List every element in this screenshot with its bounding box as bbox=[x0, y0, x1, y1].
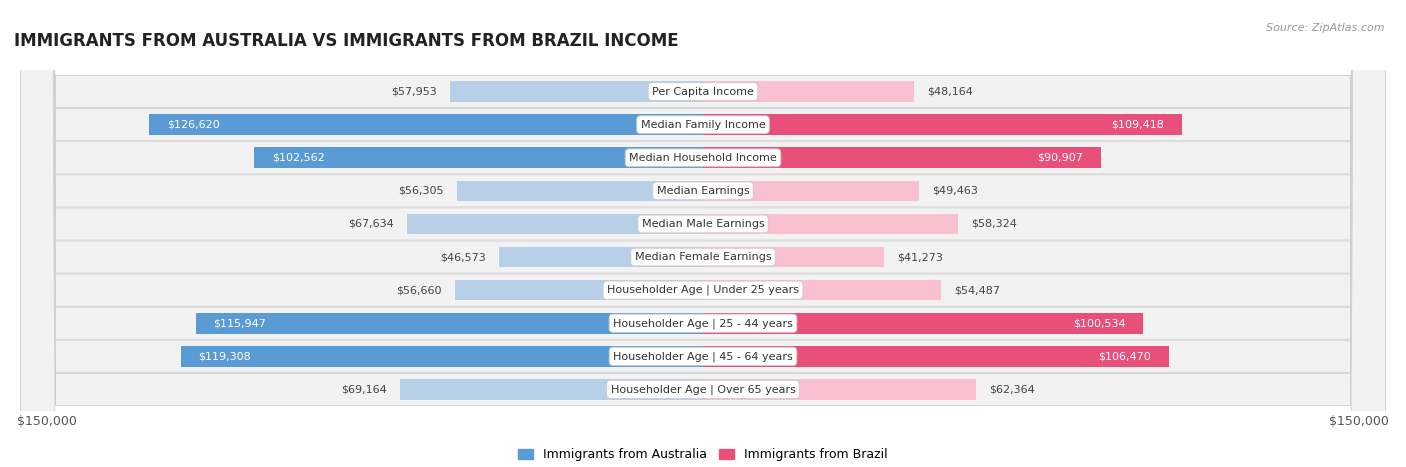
Bar bbox=[703, 313, 1143, 333]
Text: Per Capita Income: Per Capita Income bbox=[652, 86, 754, 97]
Text: Householder Age | 45 - 64 years: Householder Age | 45 - 64 years bbox=[613, 351, 793, 361]
Text: $56,660: $56,660 bbox=[396, 285, 441, 295]
Bar bbox=[408, 214, 703, 234]
Text: $54,487: $54,487 bbox=[955, 285, 1001, 295]
Bar bbox=[149, 114, 703, 135]
Text: Median Earnings: Median Earnings bbox=[657, 186, 749, 196]
Bar bbox=[703, 346, 1168, 367]
FancyBboxPatch shape bbox=[21, 0, 1385, 467]
FancyBboxPatch shape bbox=[21, 0, 1385, 467]
Text: $90,907: $90,907 bbox=[1038, 153, 1083, 163]
Text: $67,634: $67,634 bbox=[349, 219, 394, 229]
Text: Source: ZipAtlas.com: Source: ZipAtlas.com bbox=[1267, 23, 1385, 33]
Text: $62,364: $62,364 bbox=[988, 384, 1035, 395]
Text: $109,418: $109,418 bbox=[1111, 120, 1164, 130]
Bar bbox=[703, 148, 1101, 168]
Bar bbox=[254, 148, 703, 168]
Bar bbox=[456, 280, 703, 300]
Bar bbox=[703, 280, 942, 300]
Text: Householder Age | 25 - 44 years: Householder Age | 25 - 44 years bbox=[613, 318, 793, 328]
FancyBboxPatch shape bbox=[21, 0, 1385, 467]
FancyBboxPatch shape bbox=[21, 0, 1385, 467]
FancyBboxPatch shape bbox=[21, 0, 1385, 467]
Bar bbox=[703, 81, 914, 102]
Bar bbox=[181, 346, 703, 367]
Bar bbox=[499, 247, 703, 267]
Bar bbox=[703, 247, 883, 267]
Text: $41,273: $41,273 bbox=[897, 252, 942, 262]
FancyBboxPatch shape bbox=[21, 0, 1385, 467]
Bar bbox=[401, 379, 703, 400]
FancyBboxPatch shape bbox=[21, 0, 1385, 467]
Bar bbox=[703, 181, 920, 201]
Text: Median Family Income: Median Family Income bbox=[641, 120, 765, 130]
Text: Householder Age | Under 25 years: Householder Age | Under 25 years bbox=[607, 285, 799, 296]
Text: $119,308: $119,308 bbox=[198, 351, 252, 361]
Text: $48,164: $48,164 bbox=[927, 86, 973, 97]
Text: Householder Age | Over 65 years: Householder Age | Over 65 years bbox=[610, 384, 796, 395]
Text: Median Male Earnings: Median Male Earnings bbox=[641, 219, 765, 229]
FancyBboxPatch shape bbox=[21, 0, 1385, 467]
Bar bbox=[703, 379, 976, 400]
Bar bbox=[703, 214, 957, 234]
Bar bbox=[195, 313, 703, 333]
Text: $69,164: $69,164 bbox=[342, 384, 387, 395]
Bar bbox=[450, 81, 703, 102]
Text: $58,324: $58,324 bbox=[972, 219, 1017, 229]
Text: $115,947: $115,947 bbox=[214, 318, 266, 328]
Text: Median Female Earnings: Median Female Earnings bbox=[634, 252, 772, 262]
Text: IMMIGRANTS FROM AUSTRALIA VS IMMIGRANTS FROM BRAZIL INCOME: IMMIGRANTS FROM AUSTRALIA VS IMMIGRANTS … bbox=[14, 32, 679, 50]
FancyBboxPatch shape bbox=[21, 0, 1385, 467]
Bar bbox=[457, 181, 703, 201]
Text: $126,620: $126,620 bbox=[167, 120, 219, 130]
Text: $106,470: $106,470 bbox=[1098, 351, 1152, 361]
Text: $100,534: $100,534 bbox=[1073, 318, 1125, 328]
Legend: Immigrants from Australia, Immigrants from Brazil: Immigrants from Australia, Immigrants fr… bbox=[513, 443, 893, 466]
Bar bbox=[703, 114, 1181, 135]
Text: $46,573: $46,573 bbox=[440, 252, 486, 262]
Text: $49,463: $49,463 bbox=[932, 186, 979, 196]
Text: $102,562: $102,562 bbox=[271, 153, 325, 163]
Text: $56,305: $56,305 bbox=[398, 186, 443, 196]
Text: $57,953: $57,953 bbox=[391, 86, 436, 97]
FancyBboxPatch shape bbox=[21, 0, 1385, 467]
Text: Median Household Income: Median Household Income bbox=[628, 153, 778, 163]
